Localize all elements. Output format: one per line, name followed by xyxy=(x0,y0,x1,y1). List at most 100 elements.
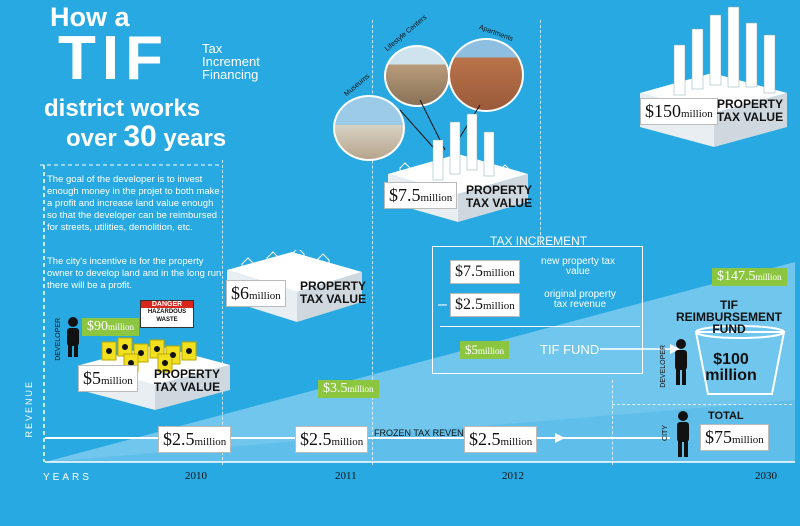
fund-bucket xyxy=(694,325,786,395)
divider-2011 xyxy=(372,20,373,465)
value-2030-amount: $150 xyxy=(645,101,681,121)
ptv-2030: PROPERTY TAX VALUE xyxy=(716,97,784,124)
increment-minus: – xyxy=(438,296,447,313)
title-over: over xyxy=(66,125,124,152)
title-line3: district works xyxy=(44,95,201,122)
tif-word-financing: Financing xyxy=(202,67,259,82)
tif-word-tax: Tax xyxy=(202,41,223,56)
fund-value-amount: $100 xyxy=(713,351,749,368)
value-2011-amount: $6 xyxy=(231,283,249,303)
lifestyle-photo xyxy=(384,45,450,107)
divider-2012-bottom xyxy=(612,380,613,465)
divider-2010 xyxy=(222,160,223,465)
increment-sum-line xyxy=(440,326,640,327)
frozen-2012-unit: million xyxy=(500,436,533,448)
developer-label-2030: DEVELOPER xyxy=(660,345,667,388)
frozen-2011-unit: million xyxy=(331,436,364,448)
investment-2030-unit: million xyxy=(755,272,782,282)
frozen-2010: $2.5million xyxy=(158,426,232,453)
frozen-2011: $2.5million xyxy=(295,426,369,453)
value-2030: $150million xyxy=(640,98,718,125)
fund-value-unit: million xyxy=(705,367,757,384)
frozen-2011-amount: $2.5 xyxy=(300,429,332,449)
city-total-value: $75million xyxy=(700,424,769,451)
fund-arrow xyxy=(600,344,680,354)
value-2012: $7.5million xyxy=(384,182,458,209)
increment-new-amount: $7.5 xyxy=(455,263,483,280)
hazard-barrels xyxy=(101,337,197,373)
hazard-sign: DANGER HAZARDOUS WASTE xyxy=(140,300,194,328)
year-2011: 2011 xyxy=(335,470,357,482)
ptv-2010: PROPERTY TAX VALUE xyxy=(153,367,221,394)
intro-paragraph-2: The city's incentive is for the property… xyxy=(47,256,222,291)
city-figure xyxy=(677,411,689,457)
tif-word-increment: Increment xyxy=(202,54,260,69)
hazard-sign-title: DANGER xyxy=(141,301,193,308)
hazard-sign-text: HAZARDOUS WASTE xyxy=(147,309,187,323)
investment-2010: $90million xyxy=(82,318,140,336)
increment-new-unit: million xyxy=(483,267,515,279)
increment-fund-label: TIF FUND xyxy=(540,342,600,357)
increment-orig-amount: $2.5 xyxy=(455,296,483,313)
increment-box xyxy=(432,246,643,374)
city-total-amount: $75 xyxy=(705,427,732,447)
frozen-2010-unit: million xyxy=(194,436,227,448)
investment-2010-value: $90 xyxy=(87,319,108,334)
years-axis-label: YEARS xyxy=(43,472,92,483)
title-tif: TIF xyxy=(58,24,169,93)
increment-orig-unit: million xyxy=(483,300,515,312)
increment-fund-value: $5million xyxy=(460,341,510,359)
investment-2010-unit: million xyxy=(108,322,135,332)
lot-2030 xyxy=(640,6,787,147)
ptv-2011: PROPERTY TAX VALUE xyxy=(299,279,367,306)
increment-title: TAX INCREMENT xyxy=(490,234,588,248)
investment-2011-value: $3.5 xyxy=(323,381,348,396)
value-2030-unit: million xyxy=(681,108,713,120)
apartments-photo xyxy=(448,38,524,112)
frozen-label: FROZEN TAX REVENUE xyxy=(374,428,477,438)
investment-2030: $147.5million xyxy=(712,268,787,286)
increment-new-value: $7.5million xyxy=(450,260,520,284)
frozen-2012-amount: $2.5 xyxy=(469,429,501,449)
ptv-2012: PROPERTY TAX VALUE xyxy=(465,183,533,210)
year-2012: 2012 xyxy=(502,470,524,482)
investment-2011-unit: million xyxy=(347,384,374,394)
frozen-2012: $2.5million xyxy=(464,426,538,453)
value-2011: $6million xyxy=(226,280,286,307)
year-2010: 2010 xyxy=(185,470,207,482)
revenue-axis-label: REVENUE xyxy=(24,380,34,438)
museums-photo xyxy=(333,95,405,161)
value-2011-unit: million xyxy=(249,290,281,302)
increment-orig-value: $2.5million xyxy=(450,293,520,317)
title-tif-full: Tax Increment Financing xyxy=(202,42,260,81)
increment-orig-label: original property tax revenue xyxy=(544,289,616,310)
year-2030: 2030 xyxy=(755,470,777,482)
increment-fund-unit: million xyxy=(478,346,505,356)
title-line1: How a xyxy=(50,2,130,32)
fund-title: TIF REIMBURSEMENT FUND xyxy=(676,298,783,336)
title-line4: over 30 years xyxy=(66,122,227,152)
value-2010: $5million xyxy=(78,365,138,392)
investment-2011: $3.5million xyxy=(318,380,379,398)
value-2012-amount: $7.5 xyxy=(389,185,421,205)
divider-city xyxy=(612,404,792,405)
city-total-unit: million xyxy=(732,434,764,446)
frozen-2010-amount: $2.5 xyxy=(163,429,195,449)
developer-label-2010: DEVELOPER xyxy=(55,318,62,361)
fund-value: $100 million xyxy=(696,352,766,384)
intro-paragraph-1: The goal of the developer is to invest e… xyxy=(47,174,220,233)
value-2012-unit: million xyxy=(420,192,453,204)
increment-fund-amount: $5 xyxy=(465,342,478,357)
value-2010-unit: million xyxy=(101,375,133,387)
city-label: CITY xyxy=(662,425,669,441)
value-2010-amount: $5 xyxy=(83,368,101,388)
city-total-label: TOTAL xyxy=(708,410,744,422)
investment-2030-value: $147.5 xyxy=(717,269,756,284)
developer-figure-2030 xyxy=(675,339,687,385)
increment-new-label: new property tax value xyxy=(541,256,615,277)
developer-figure-2010 xyxy=(67,317,79,357)
title-years: years xyxy=(156,125,227,152)
divider-2012-top xyxy=(540,20,541,245)
title-number: 30 xyxy=(123,120,157,153)
